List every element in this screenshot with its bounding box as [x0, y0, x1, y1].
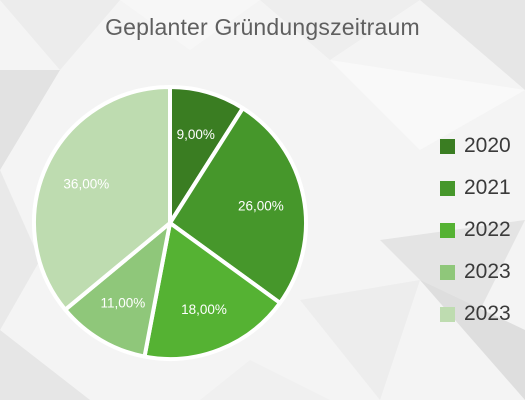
- pie-slice-3: [63, 221, 172, 359]
- legend-swatch: [440, 180, 455, 196]
- legend-item-2: 2022: [440, 209, 525, 251]
- legend-item-4: 2023: [440, 293, 525, 335]
- legend-swatch: [440, 222, 455, 238]
- legend: 2020 2021 2022 2023 2023: [440, 125, 525, 335]
- legend-label: 2023: [464, 260, 511, 283]
- slice-label-4: 36,00%: [63, 177, 109, 192]
- legend-label: 2020: [464, 134, 511, 157]
- slice-label-3: 11,00%: [101, 296, 146, 311]
- legend-label: 2021: [464, 176, 511, 199]
- legend-item-1: 2021: [440, 167, 525, 209]
- legend-item-3: 2023: [440, 251, 525, 293]
- pie-slice-4: [32, 85, 172, 312]
- pie-slice-2: [142, 221, 283, 361]
- chart-title: Geplanter Gründungszeitraum: [105, 14, 420, 40]
- legend-swatch: [440, 306, 455, 322]
- pie-slice-1: [168, 106, 308, 305]
- slice-label-2: 18,00%: [181, 302, 227, 317]
- legend-swatch: [440, 138, 455, 154]
- legend-item-0: 2020: [440, 125, 525, 167]
- legend-label: 2023: [464, 302, 511, 325]
- legend-label: 2022: [464, 218, 511, 241]
- slice-label-0: 9,00%: [177, 127, 215, 142]
- slice-label-1: 26,00%: [238, 199, 284, 214]
- legend-swatch: [440, 264, 455, 280]
